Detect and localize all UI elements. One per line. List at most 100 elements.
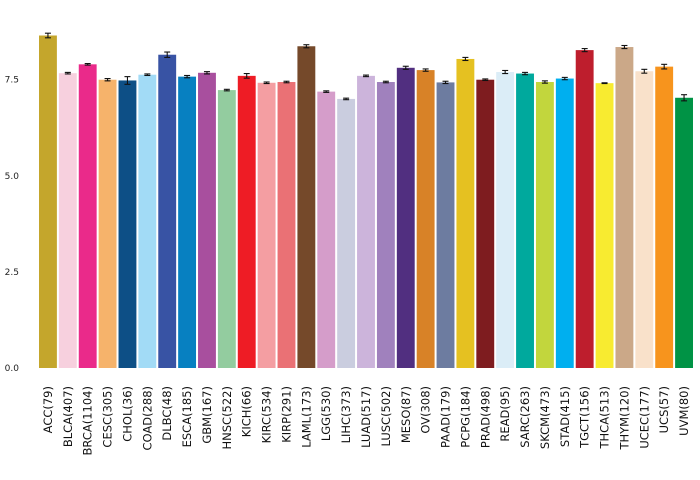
- x-tick-label: CESC(305): [101, 386, 115, 448]
- error-bar: [184, 74, 191, 79]
- x-tick-label: SARC(263): [518, 386, 532, 448]
- x-tick-label: HNSC(522): [220, 386, 234, 450]
- error-bar: [303, 44, 310, 49]
- x-tick-label: SKCM(473): [538, 386, 552, 449]
- error-bar: [601, 82, 608, 85]
- error-bar: [243, 73, 250, 79]
- x-tick-label: KIRC(534): [260, 386, 274, 443]
- bar: [555, 78, 574, 369]
- bar: [396, 67, 415, 368]
- bar: [98, 79, 117, 369]
- error-bar: [442, 80, 449, 85]
- x-tick-label: GBM(167): [200, 386, 214, 444]
- error-bar: [561, 76, 568, 81]
- x-tick-label: CHOL(36): [120, 386, 134, 442]
- x-tick-label: LIHC(373): [339, 386, 353, 443]
- x-tick-label: KIRP(291): [279, 386, 293, 443]
- y-tick-label: 7.5: [5, 76, 19, 86]
- error-bar: [223, 88, 230, 92]
- x-tick-label: LAML(173): [299, 386, 313, 448]
- y-tick-label: 2.5: [5, 268, 19, 278]
- x-tick-label: UCS(57): [657, 386, 671, 433]
- error-bar: [621, 44, 628, 50]
- x-tick-label: THYM(120): [617, 386, 631, 451]
- error-bar: [522, 71, 529, 76]
- bar: [277, 82, 296, 368]
- bar: [158, 54, 177, 368]
- error-bar: [382, 80, 389, 84]
- x-tick-label: PRAD(498): [478, 386, 492, 448]
- error-bar: [164, 51, 171, 58]
- bar: [436, 82, 455, 369]
- bar: [337, 98, 356, 369]
- bar: [257, 82, 276, 368]
- x-tick-label: MESO(87): [399, 386, 413, 443]
- x-tick-label: OV(308): [419, 386, 433, 434]
- x-tick-label: PCPG(184): [458, 386, 472, 448]
- y-axis: 0.0 2.5 5.0 7.5: [5, 76, 20, 374]
- error-bar: [402, 65, 409, 70]
- x-tick-label: KICH(66): [240, 386, 254, 437]
- bar: [516, 73, 534, 369]
- x-tick-label: UVM(80): [677, 386, 691, 436]
- bar: [317, 91, 336, 369]
- error-bar: [343, 97, 350, 101]
- error-bar: [323, 90, 330, 93]
- x-tick-label: THCA(513): [598, 386, 612, 450]
- bar: [198, 72, 216, 368]
- x-tick-label: BRCA(1104): [81, 386, 95, 455]
- x-tick-label: READ(95): [498, 386, 512, 442]
- bar: [78, 64, 97, 368]
- error-bar: [363, 74, 369, 78]
- error-bar: [541, 80, 548, 84]
- x-tick-label: LGG(530): [319, 386, 333, 441]
- x-tick-label: TGCT(156): [578, 386, 592, 449]
- bar: [58, 73, 77, 369]
- bar: [595, 83, 614, 368]
- bar: [635, 71, 654, 368]
- bar: [138, 74, 157, 369]
- bar: [297, 46, 316, 368]
- error-bar: [44, 32, 51, 39]
- bar: [118, 80, 137, 368]
- x-tick-label: DLBC(48): [160, 386, 174, 441]
- error-bar: [203, 71, 210, 75]
- bar: [575, 50, 594, 369]
- bar: [615, 47, 634, 368]
- bar: [655, 66, 674, 368]
- x-axis: ACC(79) BLCA(407) BRCA(1104) CESC(305) CHOL(…: [41, 386, 691, 455]
- bar: [476, 79, 495, 369]
- y-tick-label: 5.0: [5, 172, 20, 182]
- bar: [535, 82, 554, 368]
- error-bar: [104, 78, 111, 82]
- error-bar: [84, 63, 91, 66]
- error-bar: [64, 71, 71, 75]
- error-bar: [482, 78, 489, 82]
- bar: [237, 75, 256, 369]
- error-bar: [144, 73, 151, 77]
- error-bar: [581, 48, 588, 53]
- bar: [496, 72, 515, 369]
- bar: [376, 82, 395, 368]
- error-bar: [263, 81, 270, 85]
- error-bar: [661, 63, 668, 70]
- x-tick-label: ACC(79): [41, 386, 55, 433]
- error-bars-group: [44, 32, 688, 102]
- x-tick-label: UCEC(177): [637, 386, 651, 449]
- bar: [675, 97, 693, 369]
- x-tick-label: LUAD(517): [359, 386, 373, 448]
- error-bar: [462, 56, 469, 62]
- x-tick-label: BLCA(407): [61, 386, 75, 447]
- y-tick-label: 0.0: [5, 364, 20, 374]
- bar: [217, 90, 236, 368]
- error-bar: [124, 76, 131, 85]
- bar: [39, 35, 57, 368]
- bar: [178, 76, 197, 368]
- bar: [416, 70, 435, 368]
- x-tick-label: LUSC(502): [379, 386, 393, 447]
- error-bar: [422, 68, 429, 72]
- bar: [456, 58, 475, 368]
- x-tick-label: COAD(288): [140, 386, 154, 451]
